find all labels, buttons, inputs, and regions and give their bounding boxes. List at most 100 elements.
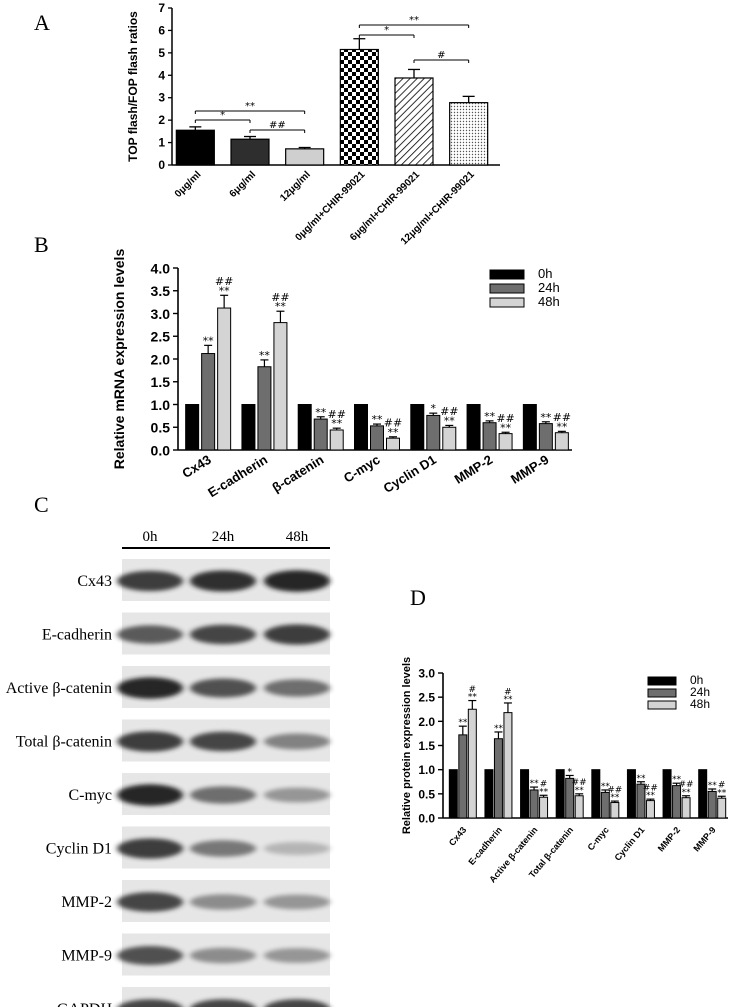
protein-label: MMP-9 <box>61 948 112 965</box>
blot-band <box>190 999 256 1007</box>
sig-label-a: * <box>384 25 389 36</box>
blot-band <box>190 840 256 857</box>
bar-48h-3 <box>386 437 400 451</box>
x-tick-label-a: 12μg/ml <box>278 169 313 204</box>
significance-mark: * <box>567 767 572 777</box>
y-tick-label-a: 0 <box>158 158 165 172</box>
y-axis-title: Relative mRNA expression levels <box>111 249 127 470</box>
bar-24h-2 <box>313 418 328 451</box>
bar-48h-6 <box>681 797 691 819</box>
bar-0h-0 <box>185 404 200 451</box>
y-tick-label: 1.5 <box>151 374 171 390</box>
blot-band <box>117 731 183 752</box>
blot-band <box>190 947 256 964</box>
panel-label-a: A <box>34 10 50 35</box>
significance-mark: # ** <box>539 780 549 798</box>
bar-0h-4 <box>410 404 425 451</box>
significance-mark: * <box>431 402 437 415</box>
bar-0h-1 <box>241 404 256 451</box>
bar-0h-2 <box>297 404 312 451</box>
significance-mark: # ** <box>503 687 513 705</box>
protein-label: GAPDH <box>57 1001 113 1007</box>
significance-mark: ** <box>530 779 540 789</box>
chart-b: 0.0 0.5 1.0 1.5 2.0 2.5 3.0 3.5 4.0 Relative mRNA… <box>111 249 572 500</box>
y-tick-label: 2.5 <box>418 691 435 705</box>
y-tick-label-a: 4 <box>158 68 165 82</box>
significance-mark: ## ** <box>643 784 658 802</box>
bar-0h-7 <box>698 769 708 819</box>
bar-0h-0 <box>448 769 458 819</box>
y-tick-label: 2.0 <box>151 351 171 367</box>
legend-swatch-48h <box>489 297 525 308</box>
y-tick-label-a: 3 <box>158 91 165 105</box>
significance-mark: ** <box>494 724 504 734</box>
significance-mark: ** <box>672 775 682 785</box>
significance-mark: ## ** <box>327 408 345 430</box>
timepoint-label: 48h <box>286 529 309 545</box>
y-tick-label-a: 2 <box>158 113 165 127</box>
significance-mark: ** <box>259 349 271 362</box>
blot-band <box>117 677 183 699</box>
significance-mark: ## ** <box>271 291 289 313</box>
bar-a-4 <box>394 77 434 166</box>
timepoint-label: 0h <box>143 529 159 545</box>
blot-band <box>264 679 330 697</box>
x-tick-label: E-cadherin <box>466 825 504 867</box>
bar-48h-2 <box>329 429 344 451</box>
bar-24h-5 <box>482 422 497 451</box>
x-tick-label: C-myc <box>585 825 610 853</box>
legend-label-48h: 48h <box>690 697 710 711</box>
bar-0h-5 <box>626 769 636 819</box>
x-tick-label: E-cadherin <box>205 452 270 500</box>
protein-label: Cyclin D1 <box>46 841 112 858</box>
significance-mark: # ** <box>717 781 727 799</box>
x-tick-label: Cx43 <box>179 452 213 481</box>
bar-24h-6 <box>672 785 682 819</box>
panel-label-d: D <box>410 585 426 610</box>
significance-mark: ** <box>458 718 468 728</box>
bar-24h-7 <box>707 790 717 819</box>
blot-band <box>264 733 330 750</box>
panel-label-c: C <box>34 492 49 517</box>
bar-24h-6 <box>538 423 553 451</box>
significance-mark: ## ** <box>215 275 233 297</box>
y-tick-label: 1.5 <box>418 739 435 753</box>
x-tick-label-a: 6μg/ml <box>228 169 259 200</box>
bar-48h-6 <box>554 432 569 451</box>
western-blot-c: 0h 24h 48h Cx43 E-cadherin Active β-catenin To… <box>6 529 330 1007</box>
bar-24h-3 <box>370 425 384 451</box>
legend-swatch-24h <box>647 688 677 698</box>
blot-band <box>190 570 256 592</box>
bar-48h-1 <box>503 712 513 819</box>
bar-48h-0 <box>217 307 232 451</box>
x-tick-label: MMP-9 <box>508 452 551 487</box>
significance-mark: ## ** <box>679 780 694 798</box>
legend-label-0h: 0h <box>690 673 703 687</box>
bar-48h-3 <box>574 795 584 819</box>
y-tick-label-a: 6 <box>158 23 165 37</box>
significance-mark: ** <box>601 782 611 792</box>
legend-swatch-48h <box>647 700 677 710</box>
bar-a-3 <box>339 48 379 166</box>
blot-band <box>190 624 256 645</box>
x-tick-label: MMP-9 <box>691 825 717 854</box>
bar-48h-2 <box>539 796 549 819</box>
bar-0h-2 <box>520 769 530 819</box>
protein-label: Total β-catenin <box>16 734 112 751</box>
protein-label: E-cadherin <box>42 627 112 644</box>
y-axis-title: Relative protein expression levels <box>401 657 413 834</box>
blot-band <box>117 625 183 644</box>
sig-label-a: ** <box>409 15 419 26</box>
y-tick-label: 3.0 <box>151 306 171 322</box>
blot-band <box>117 892 183 912</box>
protein-label: Cx43 <box>77 573 112 590</box>
bar-48h-1 <box>273 322 288 451</box>
x-tick-label: Cyclin D1 <box>381 452 439 496</box>
bar-0h-3 <box>555 769 565 819</box>
chart-d: 0.0 0.5 1.0 1.5 2.0 2.5 3.0 Relative protein ex… <box>401 657 728 885</box>
blot-band <box>264 570 330 592</box>
bar-0h-3 <box>354 404 368 451</box>
bar-a-0 <box>175 129 215 166</box>
bar-24h-1 <box>257 366 272 451</box>
